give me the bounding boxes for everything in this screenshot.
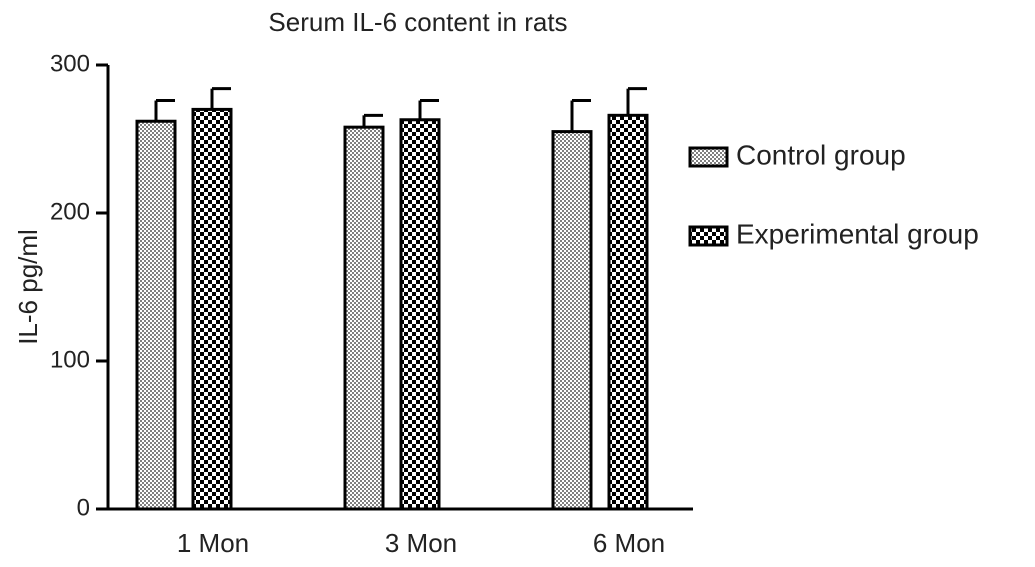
legend-label: Experimental group <box>736 218 979 249</box>
y-tick-label: 100 <box>50 346 90 373</box>
legend-swatch <box>688 225 729 247</box>
x-tick-label: 3 Mon <box>385 528 457 558</box>
y-tick-label: 200 <box>50 198 90 225</box>
y-axis-label: IL-6 pg/ml <box>13 229 43 345</box>
legend-swatch <box>688 146 729 168</box>
x-tick-label: 1 Mon <box>177 528 249 558</box>
x-tick-label: 6 Mon <box>593 528 665 558</box>
bar <box>399 118 441 511</box>
legend-label: Control group <box>736 139 906 170</box>
chart-title: Serum IL-6 content in rats <box>268 7 567 37</box>
y-tick-label: 0 <box>77 494 90 521</box>
bar <box>551 130 593 511</box>
bar <box>191 107 233 511</box>
bar <box>343 125 385 511</box>
bar <box>607 113 649 511</box>
y-tick-label: 300 <box>50 50 90 77</box>
bar <box>135 119 177 511</box>
